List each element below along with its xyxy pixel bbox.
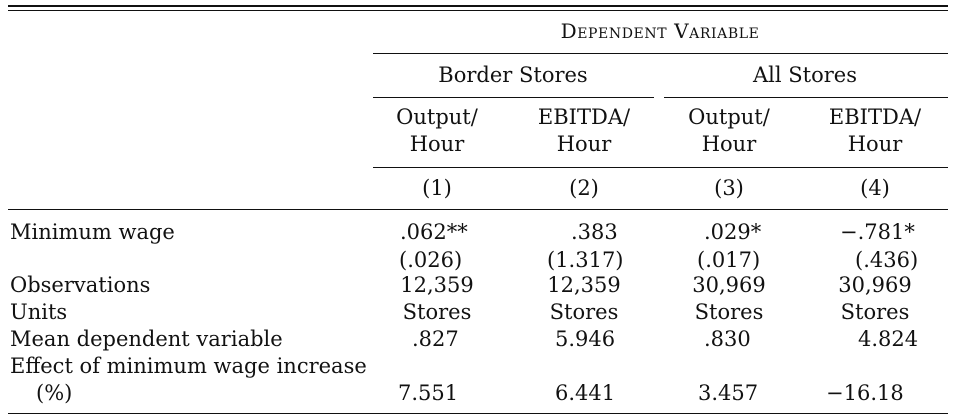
cell-units-2: Stores xyxy=(549,300,619,324)
column-header-1-line2: Hour xyxy=(409,132,465,156)
row-label-effect-line2: (%) xyxy=(36,381,73,405)
column-number-3: (3) xyxy=(714,176,744,200)
cell-mean-dep-1: .827 xyxy=(412,327,459,351)
cell-min-wage-4: −.781* xyxy=(840,220,915,244)
cell-observations-1: 12,359 xyxy=(400,273,474,297)
cell-min-wage-se-2: (1.317) xyxy=(547,248,624,272)
column-header-1: Output/ Hour xyxy=(396,104,478,158)
row-label-units: Units xyxy=(10,300,68,324)
top-rule-2 xyxy=(8,10,948,11)
spanner-dependent-variable: Dependent Variable xyxy=(560,19,760,43)
column-number-2: (2) xyxy=(569,176,599,200)
cell-units-1: Stores xyxy=(402,300,472,324)
cell-min-wage-se-4: (.436) xyxy=(855,248,919,272)
row-label-mean-dependent-variable: Mean dependent variable xyxy=(10,327,283,351)
column-header-4-line2: Hour xyxy=(847,132,903,156)
cell-effect-2: 6.441 xyxy=(555,381,616,405)
cell-effect-4: −16.18 xyxy=(826,381,904,405)
cell-mean-dep-3: .830 xyxy=(704,327,751,351)
column-header-3: Output/ Hour xyxy=(688,104,770,158)
cell-effect-1: 7.551 xyxy=(398,381,459,405)
cell-units-4: Stores xyxy=(840,300,910,324)
group-header-all-stores: All Stores xyxy=(753,63,857,87)
cell-observations-3: 30,969 xyxy=(692,273,766,297)
numhead-rule xyxy=(8,209,948,210)
column-header-2-line2: Hour xyxy=(556,132,612,156)
cell-observations-4: 30,969 xyxy=(838,273,912,297)
column-header-2: EBITDA/ Hour xyxy=(538,104,630,158)
bottom-rule xyxy=(8,413,948,414)
row-label-effect-line1: Effect of minimum wage increase xyxy=(10,354,367,378)
top-rule-1 xyxy=(8,5,948,7)
column-header-4-line1: EBITDA/ xyxy=(828,105,922,129)
group-header-border-stores: Border Stores xyxy=(438,63,588,87)
column-header-2-line1: EBITDA/ xyxy=(537,105,631,129)
row-label-minimum-wage: Minimum wage xyxy=(10,220,175,244)
cell-min-wage-se-1: (.026) xyxy=(399,248,463,272)
column-header-3-line2: Hour xyxy=(701,132,757,156)
cell-min-wage-1: .062** xyxy=(400,220,468,244)
colhead-rule xyxy=(373,167,948,168)
cell-observations-2: 12,359 xyxy=(547,273,621,297)
group-rule-all xyxy=(664,97,948,98)
cell-min-wage-3: .029* xyxy=(704,220,762,244)
row-label-observations: Observations xyxy=(10,273,151,297)
cell-min-wage-2: .383 xyxy=(571,220,618,244)
column-header-4: EBITDA/ Hour xyxy=(829,104,921,158)
cell-units-3: Stores xyxy=(694,300,764,324)
column-header-3-line1: Output/ xyxy=(688,105,770,129)
cell-effect-3: 3.457 xyxy=(698,381,759,405)
group-rule-border xyxy=(373,97,654,98)
column-number-4: (4) xyxy=(860,176,890,200)
cell-mean-dep-2: 5.946 xyxy=(555,327,616,351)
cell-mean-dep-4: 4.824 xyxy=(858,327,919,351)
spanner-rule xyxy=(373,53,948,54)
column-number-1: (1) xyxy=(422,176,452,200)
cell-min-wage-se-3: (.017) xyxy=(697,248,761,272)
column-header-1-line1: Output/ xyxy=(396,105,478,129)
